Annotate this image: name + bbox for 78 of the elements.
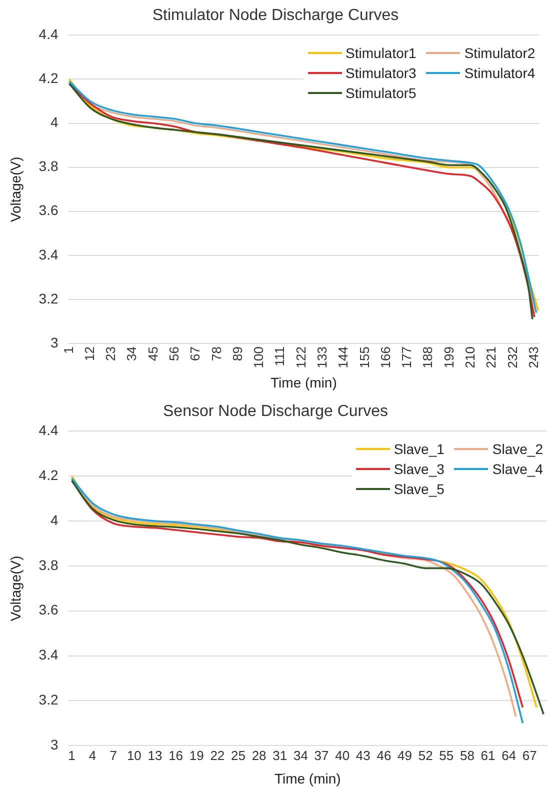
x-tick-label: 43 — [356, 748, 370, 763]
x-tick-label: 49 — [398, 748, 412, 763]
legend-label: Stimulator1 — [346, 45, 416, 62]
x-tick-label: 34 — [293, 748, 308, 763]
y-tick-label: 3.6 — [38, 602, 58, 618]
x-tick-label: 22 — [210, 748, 225, 763]
x-tick-label: 4 — [88, 748, 96, 763]
x-tick-label: 1 — [68, 748, 76, 763]
y-tick-label: 3 — [50, 736, 58, 752]
x-tick-label: 67 — [188, 346, 203, 361]
x-tick-label: 210 — [462, 346, 478, 368]
legend-label: Stimulator5 — [346, 85, 416, 102]
x-tick-label: 188 — [420, 346, 436, 368]
x-tick-label: 10 — [126, 748, 142, 763]
x-tick-label: 7 — [110, 748, 117, 763]
x-tick-label: 177 — [399, 346, 414, 368]
legend-label: Slave_4 — [492, 461, 543, 478]
y-tick-label: 3.4 — [38, 646, 58, 663]
x-tick-label: 52 — [418, 748, 433, 763]
y-axis-title: Voltage(V) — [7, 156, 24, 222]
y-tick-label: 3.8 — [38, 556, 58, 573]
x-axis-title: Time (min) — [274, 770, 341, 786]
x-tick-label: 243 — [526, 346, 541, 368]
chart-title: Sensor Node Discharge Curves — [163, 403, 388, 420]
legend-label: Slave_1 — [394, 441, 444, 458]
x-tick-label: 58 — [460, 748, 474, 763]
x-tick-label: 133 — [314, 346, 330, 368]
x-tick-label: 1 — [60, 346, 76, 354]
y-tick-label: 3 — [50, 334, 58, 350]
x-tick-label: 23 — [103, 346, 118, 361]
x-tick-label: 34 — [124, 346, 140, 361]
x-tick-label: 232 — [504, 346, 520, 368]
x-tick-label: 67 — [522, 748, 537, 763]
x-tick-label: 40 — [335, 748, 350, 763]
x-axis-title: Time (min) — [270, 374, 337, 390]
y-tick-label: 4.4 — [38, 26, 58, 42]
legend-label: Stimulator2 — [464, 45, 536, 62]
y-tick-label: 3.4 — [38, 246, 58, 262]
x-tick-label: 28 — [252, 748, 266, 763]
x-tick-label: 46 — [376, 748, 392, 763]
x-tick-label: 56 — [166, 346, 182, 361]
x-tick-label: 78 — [208, 346, 224, 361]
x-tick-label: 100 — [251, 346, 266, 368]
y-tick-label: 4.2 — [38, 70, 58, 86]
legend-label: Slave_3 — [394, 461, 444, 478]
x-tick-label: 221 — [484, 346, 499, 368]
y-axis-title: Voltage(V) — [7, 556, 24, 622]
legend-label: Stimulator3 — [346, 65, 416, 82]
legend-label: Stimulator4 — [464, 65, 536, 82]
chart-title: Stimulator Node Discharge Curves — [152, 7, 399, 24]
y-tick-label: 3.6 — [38, 202, 58, 218]
x-tick-label: 16 — [168, 748, 184, 763]
y-tick-label: 4.4 — [38, 422, 58, 438]
y-tick-label: 4 — [50, 114, 58, 130]
x-tick-label: 144 — [336, 346, 351, 368]
y-tick-label: 3.2 — [38, 692, 58, 708]
x-tick-label: 61 — [480, 748, 496, 763]
x-tick-label: 19 — [189, 748, 204, 763]
x-tick-label: 45 — [145, 346, 160, 361]
x-tick-label: 37 — [314, 748, 329, 763]
x-tick-label: 122 — [293, 346, 308, 368]
x-tick-label: 166 — [378, 346, 393, 368]
y-tick-label: 4.2 — [38, 466, 58, 483]
x-tick-label: 64 — [502, 748, 516, 763]
legend-label: Slave_2 — [492, 441, 543, 458]
x-tick-label: 55 — [439, 748, 454, 763]
x-tick-label: 155 — [356, 346, 372, 368]
x-tick-label: 13 — [148, 748, 162, 763]
legend-label: Slave_5 — [394, 481, 444, 498]
x-tick-label: 25 — [231, 748, 246, 763]
x-tick-label: 199 — [441, 346, 456, 368]
x-tick-label: 111 — [272, 346, 288, 366]
y-tick-label: 3.2 — [38, 290, 58, 306]
x-tick-label: 12 — [82, 346, 97, 361]
y-tick-label: 4 — [50, 512, 58, 528]
x-tick-label: 89 — [230, 346, 245, 361]
y-tick-label: 3.8 — [38, 158, 58, 174]
x-tick-label: 31 — [272, 748, 288, 763]
